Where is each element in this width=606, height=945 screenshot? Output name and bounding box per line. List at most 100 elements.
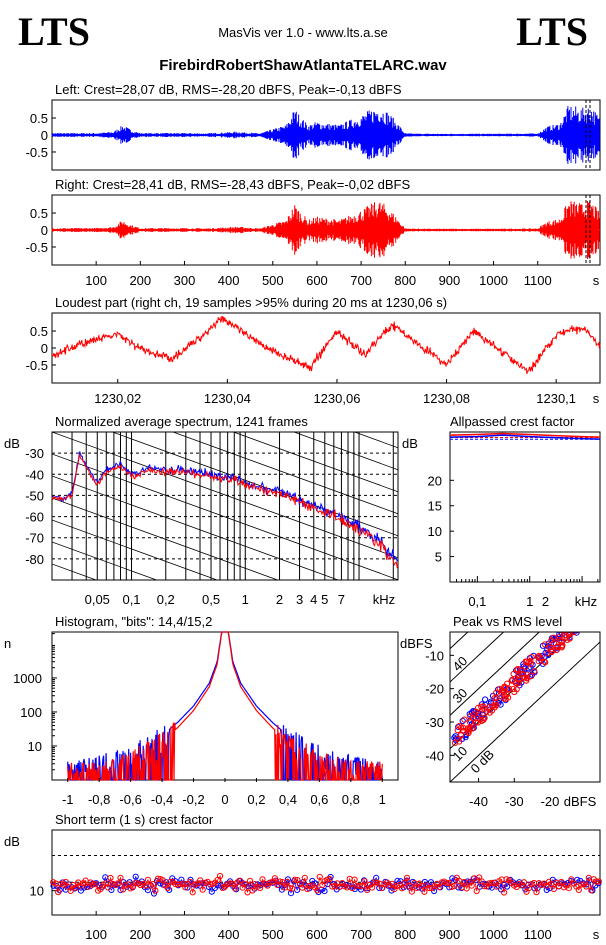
app-title: MasVis ver 1.0 - www.lts.a.se [218,25,388,40]
loudest-xtick-label: 1230,02 [94,391,141,406]
right-wave-title: Right: Crest=28,41 dB, RMS=-28,43 dBFS, … [55,177,410,192]
shortcrest-point-right [520,879,528,886]
loudest-xtick-label: 1230,08 [423,391,470,406]
histogram-xtick-label: -0,4 [151,792,173,807]
logo-right: LTS [516,9,588,54]
shortcrest-point-right [326,876,333,883]
peakrms-point-right [563,625,568,630]
loudest-title: Loudest part (right ch, 19 samples >95% … [55,295,447,310]
shortcrest-point-right [197,877,204,884]
shortcrest-point-right [271,875,278,882]
histogram-title: Histogram, "bits": 14,4/15,2 [55,614,212,629]
allpass-frame [449,431,601,583]
shortcrest-point-right [361,878,368,885]
right-wave-ytick-label: -0.5 [26,240,48,255]
peakrms-point-left [565,623,570,628]
shortcrest-point-left [357,886,365,893]
histogram-series-right [67,631,383,782]
peakrms-ylabel: dBFS [400,636,433,651]
right-wave-xtick-label: 200 [129,273,151,288]
allpass-xtick-label: 0,1 [468,594,486,609]
spectrum-series-right [51,454,399,569]
shortcrest-point-left [504,883,511,890]
shortcrest-xtick-label: 500 [262,927,284,942]
right-wave-xtick-label: 500 [262,273,284,288]
peakrms-point-right [556,637,563,644]
shortcrest-point-right [227,880,234,887]
shortcrest-point-right [468,882,475,889]
peakrms-point-right [544,650,551,657]
shortcrest-point-right [408,888,415,895]
allpass-xtick-label: 1 [526,594,533,609]
shortcrest-point-right [237,877,244,884]
spectrum-slope-line [292,432,398,471]
spectrum-series-left [51,451,399,562]
peakrms-point-right [511,688,518,696]
shortcrest-point-right [301,874,308,882]
right-wave-xtick-label: 800 [394,273,416,288]
peakrms-point-right [575,622,580,627]
peakrms-point-right [527,660,535,667]
peakrms-point-left [563,623,568,628]
peakrms-point-right [528,654,535,661]
spectrum-xtick-label: 0,5 [202,592,220,607]
loudest-ytick-label: 0.5 [30,324,48,339]
spectrum-slope-line [52,541,158,580]
shortcrest-point-right [388,880,396,887]
peakrms-point-right [568,632,572,633]
shortcrest-point-right [217,872,224,880]
spectrum-ytick-label: -70 [25,531,44,546]
peakrms-point-right [559,632,566,634]
right-wave-ytick-label: 0.5 [30,206,48,221]
allpass-title: Allpassed crest factor [450,414,575,429]
peakrms-point-right [480,703,487,710]
shortcrest-point-right [406,882,413,890]
allpass-xunit: kHz [575,594,597,609]
peakrms-point-left [575,619,580,624]
histogram-xtick-label: -1 [62,792,74,807]
shortcrest-point-left [421,878,428,886]
peakrms-point-right [486,709,493,716]
spectrum-ytick-label: -60 [25,510,44,525]
shortcrest-point-right [421,888,428,895]
shortcrest-point-left [427,879,435,886]
allpass-xtick-label: 2 [542,594,549,609]
peakrms-point-right [467,719,474,726]
right-wave-xtick-label: 1000 [479,273,508,288]
shortcrest-point-right [249,887,256,894]
shortcrest-point-right [256,885,264,892]
shortcrest-point-left [501,881,508,889]
peakrms-point-right [548,646,556,653]
spectrum-frame [51,431,399,581]
left-wave-ytick-label: 0 [41,128,48,143]
peakrms-point-right [464,727,471,734]
shortcrest-point-right [575,886,582,894]
peakrms-plot [450,619,600,782]
shortcrest-point-left [574,876,581,884]
spectrum-ylabel: dB [4,436,20,451]
shortcrest-line-right [53,874,599,894]
peakrms-diag-label: 40 [450,653,471,674]
peakrms-point-right [505,685,513,692]
shortcrest-point-right [132,879,139,887]
peakrms-point-right [451,739,459,747]
loudest-ytick-label: -0.5 [26,358,48,373]
peakrms-point-right [531,668,538,675]
spectrum-xtick-label: 0,2 [157,592,175,607]
peakrms-point-right [548,637,555,644]
peakrms-point-right [473,708,480,715]
shortcrest-xtick-label: 300 [174,927,196,942]
spectrum-slope-line [52,453,398,580]
shortcrest-point-left [321,888,328,895]
shortcrest-point-right [593,878,600,885]
left-wave-title: Left: Crest=28,07 dB, RMS=-28,20 dBFS, P… [55,82,402,97]
peakrms-point-right [502,693,509,700]
peakrms-point-right [470,714,477,721]
peakrms-point-right [491,704,498,711]
peakrms-point-right [548,648,555,656]
peakrms-point-right [461,716,468,723]
shortcrest-point-right [259,876,266,883]
spectrum-xtick-label: 0,1 [122,592,140,607]
shortcrest-point-right [284,878,291,886]
shortcrest-point-right [114,880,122,887]
